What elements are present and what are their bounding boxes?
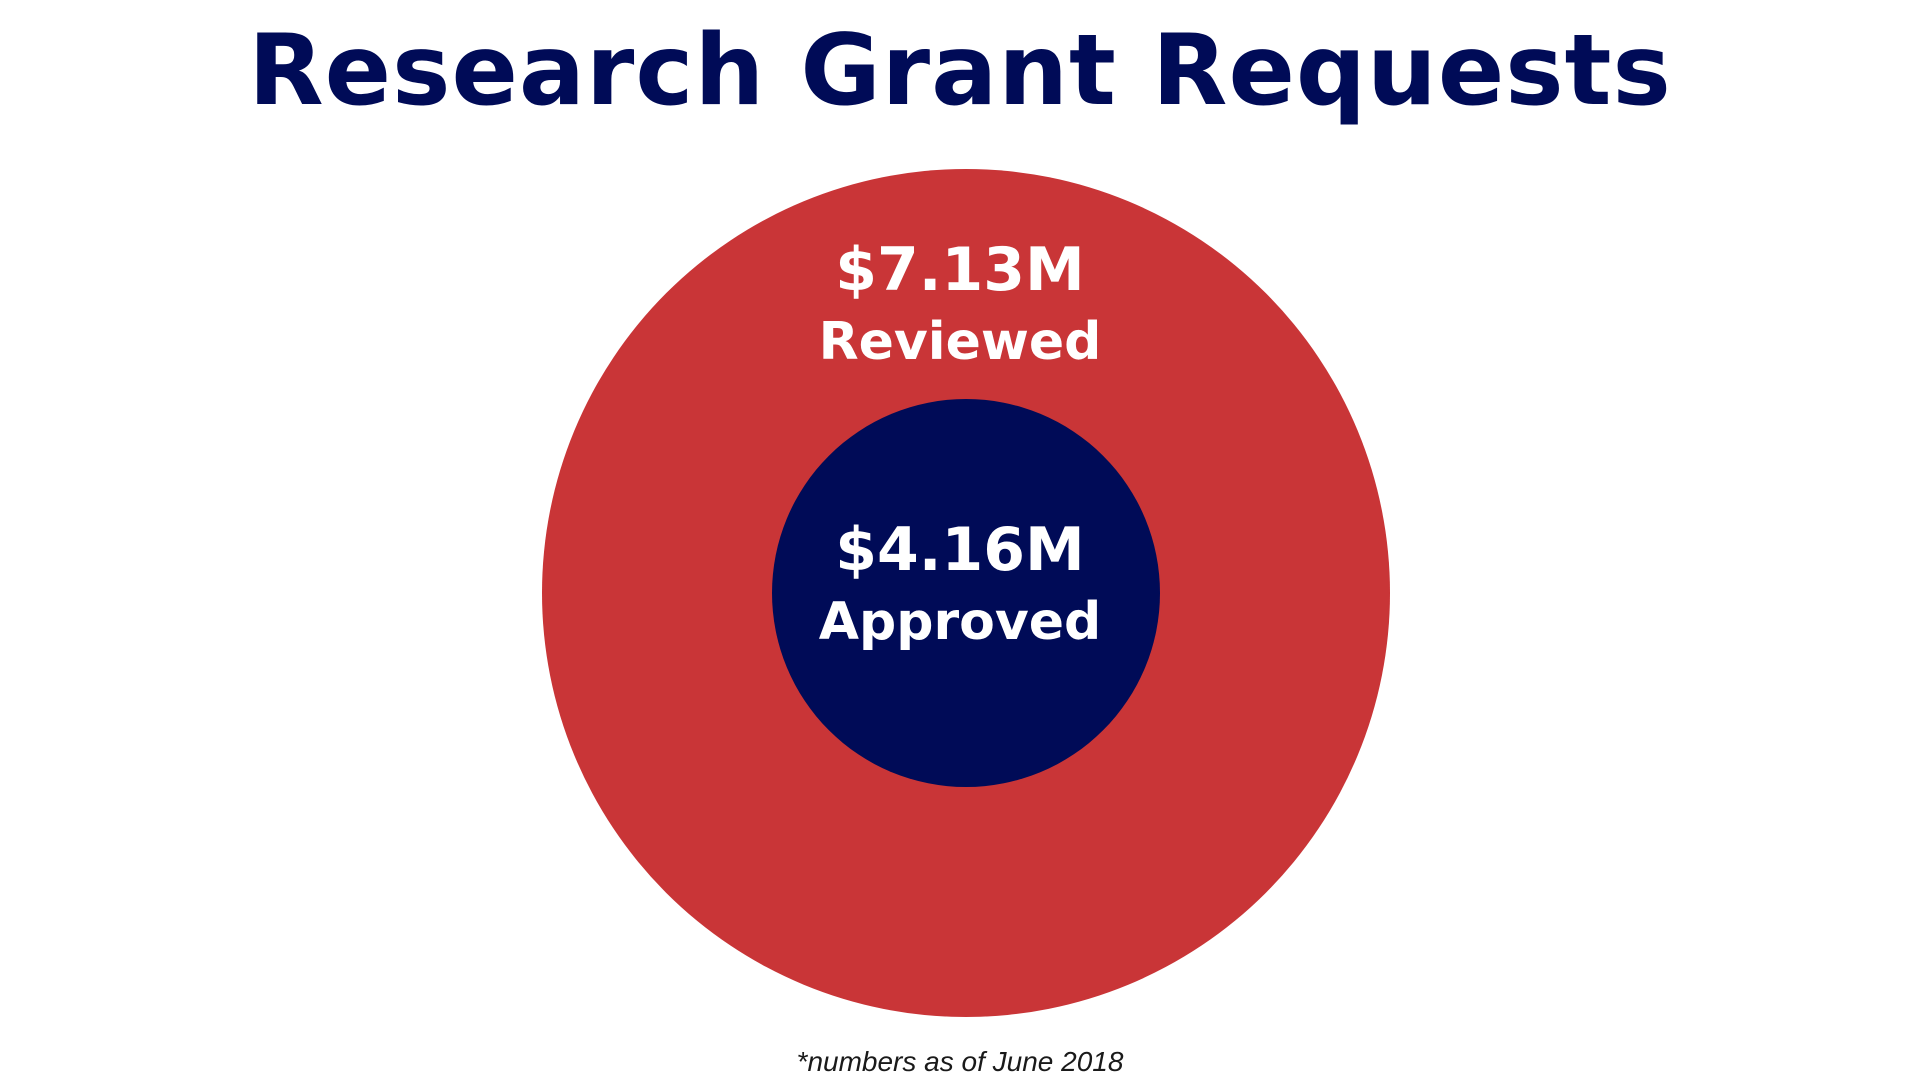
reviewed-value-label: $7.13M — [835, 235, 1085, 305]
reviewed-name-label: Reviewed — [818, 312, 1102, 372]
footnote: *numbers as of June 2018 — [796, 1046, 1124, 1077]
approved-name-label: Approved — [818, 592, 1102, 652]
page-title: Research Grant Requests — [248, 14, 1672, 128]
approved-circle — [772, 399, 1160, 787]
approved-value-label: $4.16M — [835, 515, 1085, 585]
